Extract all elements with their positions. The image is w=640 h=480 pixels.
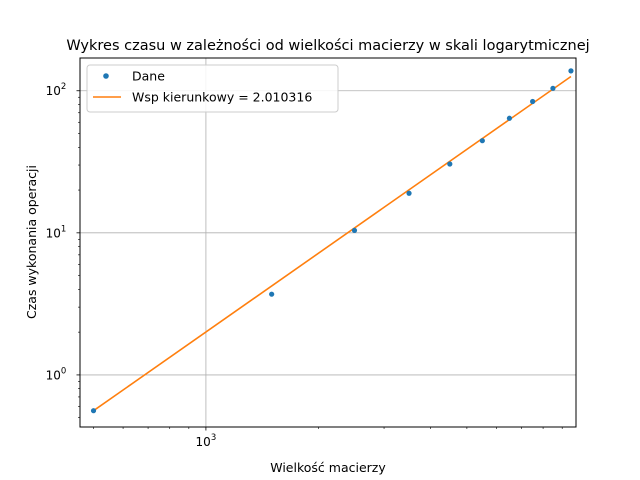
y-tick-label: 101 — [46, 224, 67, 240]
data-point — [447, 161, 453, 167]
data-point — [90, 408, 97, 414]
axis-ticks: 103 100 101 102 — [46, 82, 563, 449]
legend-label-dane: Dane — [132, 69, 165, 84]
plot-series — [90, 68, 574, 414]
data-point — [269, 291, 275, 297]
data-point — [351, 227, 358, 234]
legend-marker-dane — [103, 73, 109, 79]
data-point — [550, 85, 556, 91]
y-tick-label: 102 — [46, 82, 67, 98]
data-point — [568, 68, 574, 74]
legend-box — [86, 64, 339, 113]
fit-line — [93, 75, 572, 412]
y-tick-label: 100 — [46, 366, 67, 382]
plot-frame — [79, 57, 577, 428]
x-tick-label: 103 — [196, 433, 217, 449]
data-point — [406, 190, 412, 196]
legend-label-wsp: Wsp kierunkowy = 2.010316 — [132, 90, 312, 105]
data-point — [530, 98, 536, 105]
legend: Dane Wsp kierunkowy = 2.010316 — [86, 64, 339, 113]
y-axis-label: Czas wykonania operacji — [24, 165, 39, 319]
data-point — [479, 138, 485, 144]
chart-title: Wykres czasu w zależności od wielkości m… — [66, 38, 589, 54]
data-point — [506, 115, 513, 121]
x-axis-label: Wielkość macierzy — [270, 460, 386, 475]
